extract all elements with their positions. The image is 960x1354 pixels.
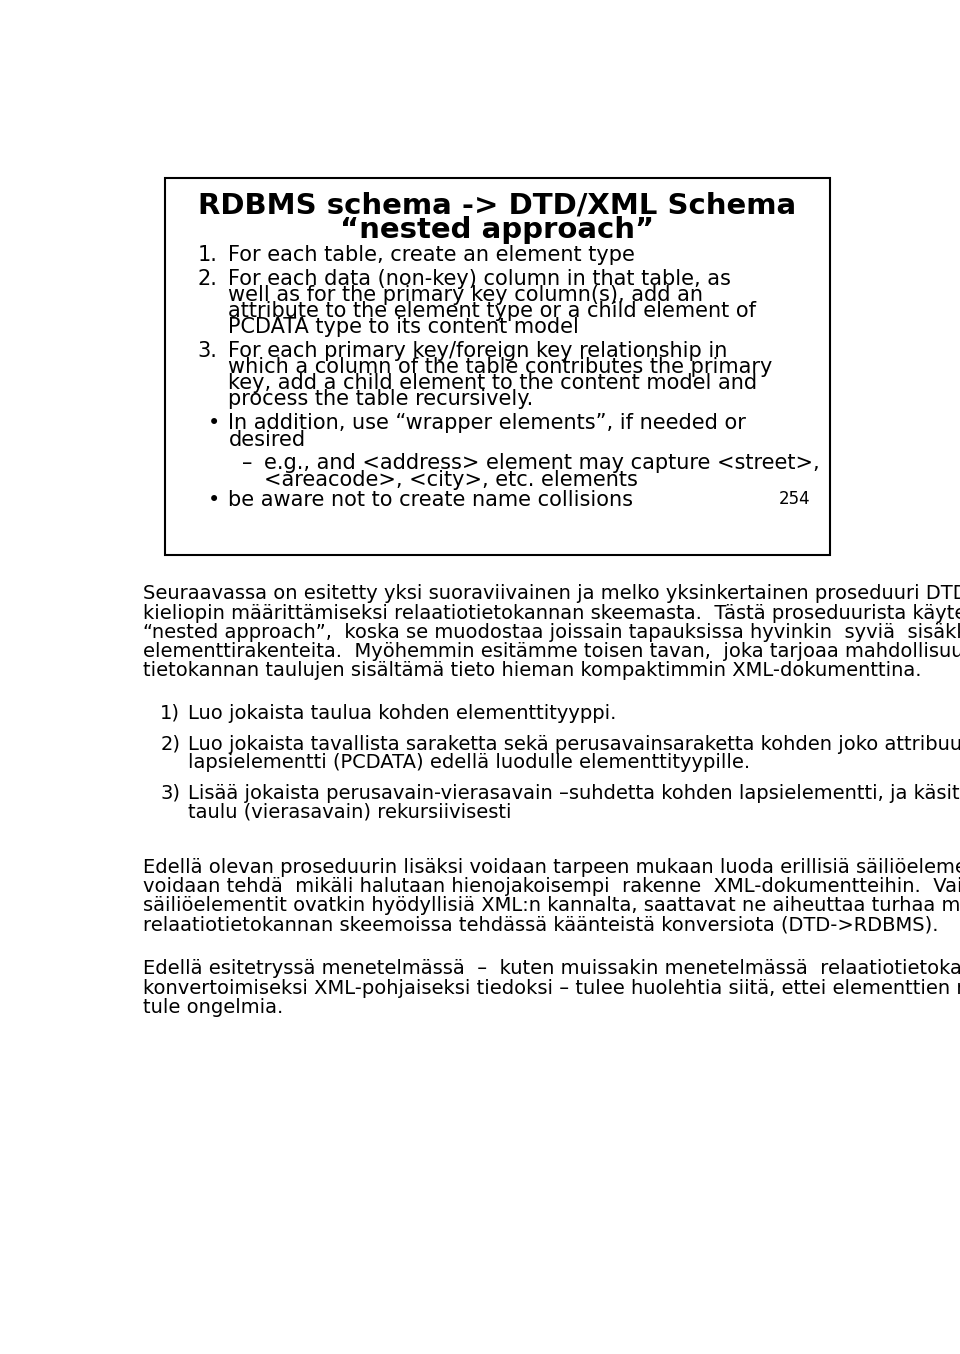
Text: 1.: 1. <box>198 245 217 265</box>
Text: 254: 254 <box>779 490 810 508</box>
Text: elementtirakenteita.  Myöhemmin esitämme toisen tavan,  joka tarjoaa mahdollisuu: elementtirakenteita. Myöhemmin esitämme … <box>143 642 960 661</box>
Text: key, add a child element to the content model and: key, add a child element to the content … <box>228 374 757 393</box>
Text: For each table, create an element type: For each table, create an element type <box>228 245 636 265</box>
Text: säiliöelementit ovatkin hyödyllisiä XML:n kannalta, saattavat ne aiheuttaa turha: säiliöelementit ovatkin hyödyllisiä XML:… <box>143 896 960 915</box>
Text: <areacode>, <city>, etc. elements: <areacode>, <city>, etc. elements <box>264 470 638 490</box>
Text: 2.: 2. <box>198 268 217 288</box>
Text: 1): 1) <box>160 704 180 723</box>
Text: Lisää jokaista perusavain-vierasavain –suhdetta kohden lapsielementti, ja käsitt: Lisää jokaista perusavain-vierasavain –s… <box>188 784 960 803</box>
Text: Seuraavassa on esitetty yksi suoraviivainen ja melko yksinkertainen proseduuri D: Seuraavassa on esitetty yksi suoraviivai… <box>143 585 960 604</box>
Text: “nested approach”,  koska se muodostaa joissain tapauksissa hyvinkin  syviä  sis: “nested approach”, koska se muodostaa jo… <box>143 623 960 642</box>
Text: “nested approach”: “nested approach” <box>341 217 655 244</box>
Text: For each primary key/foreign key relationship in: For each primary key/foreign key relatio… <box>228 341 728 362</box>
Text: well as for the primary key column(s), add an: well as for the primary key column(s), a… <box>228 284 704 305</box>
Text: lapsielementti (PCDATA) edellä luodulle elementtityypille.: lapsielementti (PCDATA) edellä luodulle … <box>188 753 751 772</box>
Text: voidaan tehdä  mikäli halutaan hienojakoisempi  rakenne  XML-dokumentteihin.  Va: voidaan tehdä mikäli halutaan hienojakoi… <box>143 877 960 896</box>
Text: Luo jokaista tavallista saraketta sekä perusavainsaraketta kohden joko attribuut: Luo jokaista tavallista saraketta sekä p… <box>188 735 960 754</box>
Text: PCDATA type to its content model: PCDATA type to its content model <box>228 317 580 337</box>
Text: •: • <box>207 490 220 510</box>
Text: tietokannan taulujen sisältämä tieto hieman kompaktimmin XML-dokumenttina.: tietokannan taulujen sisältämä tieto hie… <box>143 662 922 681</box>
Text: 3.: 3. <box>198 341 217 362</box>
Text: •: • <box>207 413 220 433</box>
Text: which a column of the table contributes the primary: which a column of the table contributes … <box>228 357 773 378</box>
FancyBboxPatch shape <box>165 177 829 555</box>
Text: be aware not to create name collisions: be aware not to create name collisions <box>228 490 634 510</box>
Text: attribute to the element type or a child element of: attribute to the element type or a child… <box>228 301 756 321</box>
Text: tule ongelmia.: tule ongelmia. <box>143 998 283 1017</box>
Text: 3): 3) <box>160 784 180 803</box>
Text: RDBMS schema -> DTD/XML Schema: RDBMS schema -> DTD/XML Schema <box>199 192 797 219</box>
Text: taulu (vierasavain) rekursiivisesti: taulu (vierasavain) rekursiivisesti <box>188 803 512 822</box>
Text: process the table recursively.: process the table recursively. <box>228 390 534 409</box>
Text: Edellä esitetryssä menetelmässä  –  kuten muissakin menetelmässä  relaatiotietok: Edellä esitetryssä menetelmässä – kuten … <box>143 960 960 979</box>
Text: e.g., and <address> element may capture <street>,: e.g., and <address> element may capture … <box>264 454 820 474</box>
Text: 2): 2) <box>160 735 180 754</box>
Text: desired: desired <box>228 429 305 450</box>
Text: kieliopin määrittämiseksi relaatiotietokannan skeemasta.  Tästä proseduurista kä: kieliopin määrittämiseksi relaatiotietok… <box>143 604 960 623</box>
Text: Edellä olevan proseduurin lisäksi voidaan tarpeen mukaan luoda erillisiä säiliöe: Edellä olevan proseduurin lisäksi voidaa… <box>143 858 960 877</box>
Text: konvertoimiseksi XML-pohjaiseksi tiedoksi – tulee huolehtia siitä, ettei element: konvertoimiseksi XML-pohjaiseksi tiedoks… <box>143 979 960 998</box>
Text: Luo jokaista taulua kohden elementtityyppi.: Luo jokaista taulua kohden elementtityyp… <box>188 704 616 723</box>
Text: For each data (non-key) column in that table, as: For each data (non-key) column in that t… <box>228 268 732 288</box>
Text: –: – <box>243 454 252 474</box>
Text: relaatiotietokannan skeemoissa tehdässä käänteistä konversiota (DTD->RDBMS).: relaatiotietokannan skeemoissa tehdässä … <box>143 915 939 934</box>
Text: In addition, use “wrapper elements”, if needed or: In addition, use “wrapper elements”, if … <box>228 413 746 433</box>
